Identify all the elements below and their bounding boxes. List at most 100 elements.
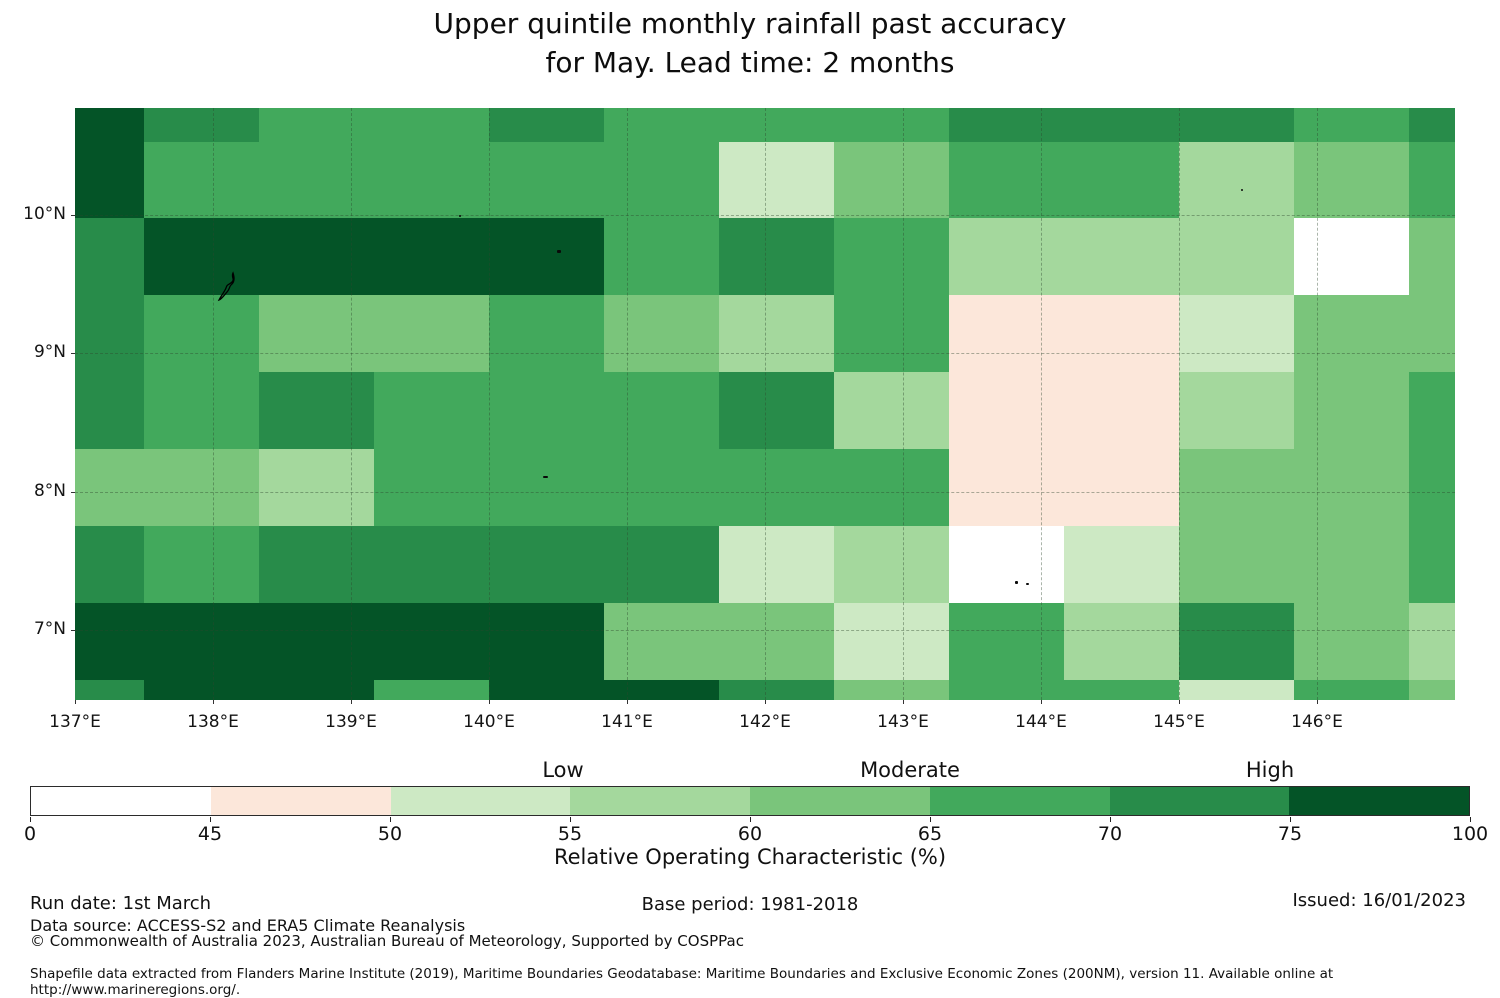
x-axis-tick-label: 144°E xyxy=(1015,712,1067,732)
chart-title-line1: Upper quintile monthly rainfall past acc… xyxy=(433,7,1067,40)
heatmap-cell xyxy=(719,603,834,680)
heatmap-cell xyxy=(1179,295,1294,372)
parallel-gridline xyxy=(75,630,1455,631)
parallel-gridline xyxy=(75,353,1455,354)
heatmap-cell xyxy=(75,680,144,700)
meridian-gridline xyxy=(765,108,766,700)
heatmap-cell xyxy=(374,526,489,603)
heatmap-cell xyxy=(75,372,144,449)
meridian-gridline xyxy=(627,108,628,700)
heatmap-cell xyxy=(259,449,374,526)
heatmap-cell xyxy=(259,295,374,372)
heatmap-cell xyxy=(374,108,489,142)
colorbar-segment-45-50 xyxy=(210,787,391,815)
heatmap-cell xyxy=(374,680,489,700)
heatmap-cell xyxy=(1179,526,1294,603)
heatmap-cell xyxy=(489,108,604,142)
heatmap-cell xyxy=(259,603,374,680)
heatmap-cell xyxy=(374,142,489,218)
heatmap-cell xyxy=(719,108,834,142)
heatmap-cell xyxy=(834,680,949,700)
x-axis-tick-label: 139°E xyxy=(325,712,377,732)
heatmap-cell xyxy=(374,603,489,680)
colorbar-segment-65-70 xyxy=(929,787,1110,815)
colorbar-tick xyxy=(390,817,391,822)
islet-mark xyxy=(543,476,548,478)
heatmap-cell xyxy=(949,218,1064,295)
heatmap-cell xyxy=(604,526,719,603)
x-axis-tick xyxy=(1317,700,1318,704)
x-axis-tick xyxy=(1179,700,1180,704)
colorbar-tick xyxy=(1290,817,1291,822)
heatmap-cell xyxy=(719,526,834,603)
heatmap-cell xyxy=(259,142,374,218)
heatmap-cell xyxy=(1409,142,1455,218)
colorbar-tick xyxy=(210,817,211,822)
heatmap-cell xyxy=(75,449,144,526)
islet-mark xyxy=(557,250,561,253)
run-date-text: Run date: 1st March xyxy=(30,893,212,914)
x-axis-tick-label: 145°E xyxy=(1153,712,1205,732)
heatmap-cell xyxy=(1409,295,1455,372)
heatmap-cell xyxy=(489,680,604,700)
heatmap-cell xyxy=(1409,372,1455,449)
colorbar-segment-50-55 xyxy=(390,787,571,815)
heatmap-cell xyxy=(949,295,1064,372)
heatmap-cell xyxy=(834,603,949,680)
colorbar-axis-label: Relative Operating Characteristic (%) xyxy=(553,845,947,869)
colorbar-tick-label: 75 xyxy=(1277,823,1303,845)
heatmap-cell xyxy=(604,218,719,295)
heatmap-cell xyxy=(1064,218,1179,295)
heatmap-cell xyxy=(1409,680,1455,700)
heatmap-cell xyxy=(1179,142,1294,218)
heatmap-cell xyxy=(949,108,1064,142)
colorbar-tick xyxy=(570,817,571,822)
heatmap-cell xyxy=(1294,526,1409,603)
heatmap-cell xyxy=(1064,295,1179,372)
heatmap-cell xyxy=(1064,372,1179,449)
heatmap-cell xyxy=(1409,526,1455,603)
heatmap-cell xyxy=(604,295,719,372)
y-axis-tick-label: 7°N xyxy=(33,619,66,639)
heatmap-cell xyxy=(259,526,374,603)
colorbar-tick-label: 0 xyxy=(23,823,37,845)
heatmap-cell xyxy=(834,526,949,603)
x-axis-tick-label: 140°E xyxy=(463,712,515,732)
heatmap-cell xyxy=(1294,449,1409,526)
heatmap-cell xyxy=(1179,108,1294,142)
colorbar-tick xyxy=(750,817,751,822)
heatmap-cell xyxy=(1064,603,1179,680)
heatmap-cell xyxy=(604,372,719,449)
heatmap-cell xyxy=(144,372,259,449)
colorbar-zone-label-moderate: Moderate xyxy=(860,758,960,782)
colorbar-segment-70-75 xyxy=(1109,787,1290,815)
heatmap-cell xyxy=(1294,603,1409,680)
heatmap-cell xyxy=(144,218,259,295)
heatmap-cell xyxy=(1064,526,1179,603)
heatmap-cell xyxy=(1409,218,1455,295)
shapefile-note-text: Shapefile data extracted from Flanders M… xyxy=(30,966,1334,998)
colorbar-tick xyxy=(1470,817,1471,822)
colorbar-tick xyxy=(930,817,931,822)
colorbar-tick-label: 55 xyxy=(557,823,583,845)
heatmap-cell xyxy=(719,142,834,218)
islet-mark xyxy=(1015,581,1018,584)
heatmap-cell xyxy=(949,372,1064,449)
heatmap-cell xyxy=(719,218,834,295)
heatmap-cell xyxy=(144,142,259,218)
y-axis-tick xyxy=(71,353,75,354)
heatmap-cell xyxy=(75,142,144,218)
heatmap-cell xyxy=(144,603,259,680)
heatmap-cell xyxy=(259,372,374,449)
x-axis-tick xyxy=(627,700,628,704)
heatmap-cell xyxy=(604,603,719,680)
heatmap-cell xyxy=(259,108,374,142)
heatmap-cell xyxy=(1409,603,1455,680)
heatmap-cell xyxy=(144,680,259,700)
colorbar-segment-0-45 xyxy=(31,787,211,815)
x-axis-tick xyxy=(489,700,490,704)
y-axis-tick xyxy=(71,630,75,631)
heatmap-cell xyxy=(489,218,604,295)
meridian-gridline xyxy=(1041,108,1042,700)
base-period-text: Base period: 1981-2018 xyxy=(641,894,859,915)
